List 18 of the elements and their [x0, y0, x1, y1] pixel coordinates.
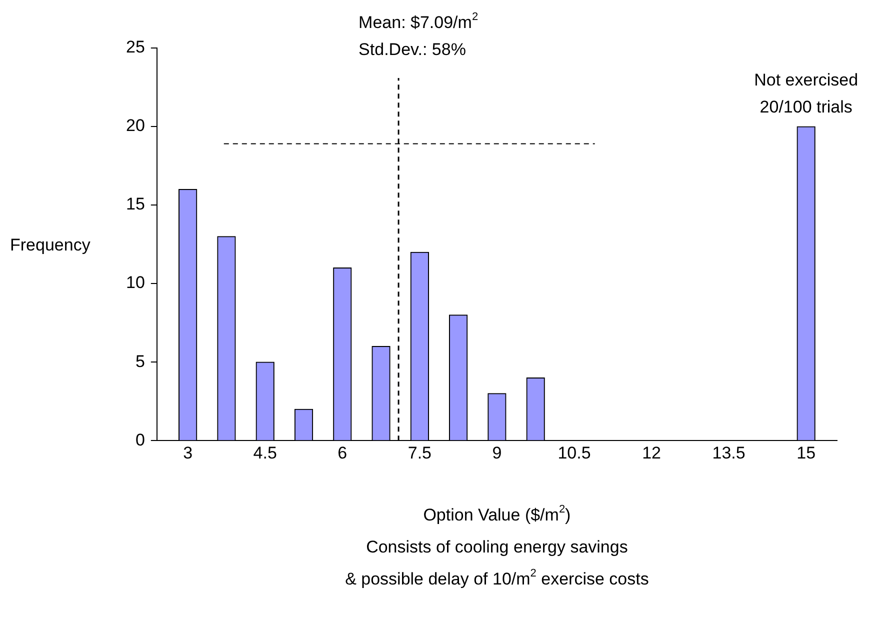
y-tick-label: 10 [126, 273, 145, 292]
y-tick-label: 25 [126, 38, 145, 57]
x-tick-label: 15 [796, 443, 816, 462]
y-tick-label: 5 [135, 352, 145, 371]
y-tick-label: 15 [126, 194, 145, 214]
text: Consists of cooling energy savings [366, 538, 628, 557]
y-axis-title: Frequency [10, 235, 91, 254]
x-tick-label: 7.5 [408, 443, 432, 462]
x-tick-label: 9 [492, 443, 502, 462]
x-tick-label: 13.5 [712, 443, 746, 462]
y-tick-label: 20 [126, 116, 145, 136]
y-tick-label: 0 [135, 430, 145, 450]
x-tick-label: 12 [642, 443, 661, 462]
x-tick-label: 4.5 [253, 443, 277, 462]
x-tick-label: 10.5 [558, 443, 591, 462]
x-tick-label: 6 [338, 443, 348, 462]
annotation: Not exercised 20/100 trials [754, 70, 858, 117]
x-tick-label: 3 [183, 443, 193, 462]
